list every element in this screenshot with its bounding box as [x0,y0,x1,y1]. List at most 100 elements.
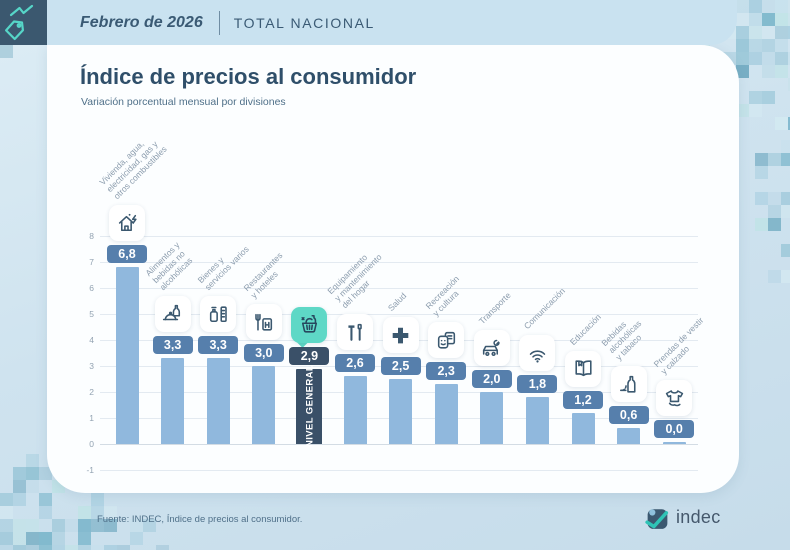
division-label: Equipamiento y mantenimiento del hogar [325,251,384,311]
bar [343,376,367,444]
bar [389,379,413,444]
mosaic-tile [26,480,39,493]
division-icon-square [382,317,419,353]
division-icon-square [519,335,556,372]
division-icon-square [245,304,282,340]
division-icon-square [610,366,647,403]
mosaic-tile [788,78,790,91]
mosaic-tile [0,532,13,545]
value-badge: 0,0 [654,420,695,438]
mosaic-tile [39,545,52,550]
division-icon-square [473,330,510,366]
mosaic-tile [755,218,768,231]
bar [161,358,185,444]
mosaic-tile [749,52,762,65]
mosaic-tile [39,467,52,480]
mosaic-tile [13,532,26,545]
value-badge: 6,8 [107,245,147,264]
mosaic-tile [736,52,749,65]
division-label: Vivienda, agua, electricidad, gas y otro… [97,138,169,202]
mosaic-tile [130,532,143,545]
mosaic-tile [762,52,775,65]
mosaic-tile [781,192,790,205]
mosaic-tile [781,153,790,166]
goods-icon [209,306,227,322]
y-tick-label: 3 [89,361,94,371]
mosaic-tile [788,117,790,130]
mosaic-tile [762,91,775,104]
mosaic-tile [13,480,26,493]
value-badge: 3,3 [198,336,239,355]
mosaic-tile [749,26,762,39]
tshirt-icon [665,389,683,406]
house-energy-icon [118,213,137,231]
mosaic-tile [104,506,117,519]
mosaic-tile [749,0,762,13]
mosaic-tile [768,192,781,205]
y-tick-label: 8 [89,231,94,241]
mosaic-tile [143,519,156,532]
mosaic-tile [768,153,781,166]
mosaic-tile [39,493,52,506]
mosaic-tile [13,519,26,532]
book-icon [574,360,592,377]
mosaic-tile [775,26,788,39]
mosaic-tile [762,65,775,78]
mosaic-tile [749,39,762,52]
value-badge: 2,6 [335,354,375,373]
bar [480,392,504,444]
mosaic-tile [0,545,13,550]
mosaic-tile [65,519,78,532]
mosaic-tile [755,192,768,205]
value-badge: 1,8 [517,375,558,394]
mosaic-tile [26,532,39,545]
mosaic-tile [130,519,143,532]
mosaic-tile [736,39,749,52]
mosaic-tile [749,91,762,104]
bar [571,412,595,444]
division-icon-square [565,350,601,387]
division-icon-square [109,205,145,242]
header-separator [218,10,220,35]
scope-label: TOTAL NACIONAL [233,14,375,31]
mosaic-tile [755,166,768,179]
y-tick-label: 7 [89,257,94,267]
mosaic-tile [788,0,790,13]
value-badge: 3,3 [152,336,193,355]
bar [206,358,230,444]
mosaic-tile [156,545,169,550]
mosaic-tile [775,0,788,13]
gridline [100,236,698,237]
mosaic-tile [762,0,775,13]
mosaic-tile [788,13,790,26]
mosaic-tile [736,26,749,39]
value-badge: 2,9 [289,346,330,365]
mosaic-tile [749,13,762,26]
restaurant-hotel-icon [255,313,273,331]
mosaic-tile [0,506,13,519]
mosaic-tile [13,467,26,480]
mosaic-tile [78,532,91,545]
division-icon-square [428,322,465,359]
mosaic-tile [13,493,26,506]
mosaic-tile [0,493,13,506]
mosaic-tile [104,545,117,550]
division-label: Salud [385,290,408,313]
page-title: Índice de precios al consumidor [80,64,417,89]
mosaic-tile [736,0,749,13]
mosaic-tile [762,13,775,26]
highlight-bar-label: NIVEL GENERAL [303,365,315,448]
mosaic-tile [768,205,781,218]
bar: NIVEL GENERAL [296,365,323,448]
bar [115,267,139,444]
division-icon-square [154,296,191,333]
y-tick-label: -1 [86,465,94,475]
mosaic-tile [768,270,781,283]
bar [617,428,641,444]
culture-masks-icon [437,331,455,349]
mosaic-tile [91,506,104,519]
mosaic-tile [781,205,790,218]
mosaic-tile [91,519,104,532]
mosaic-tile [13,545,26,550]
